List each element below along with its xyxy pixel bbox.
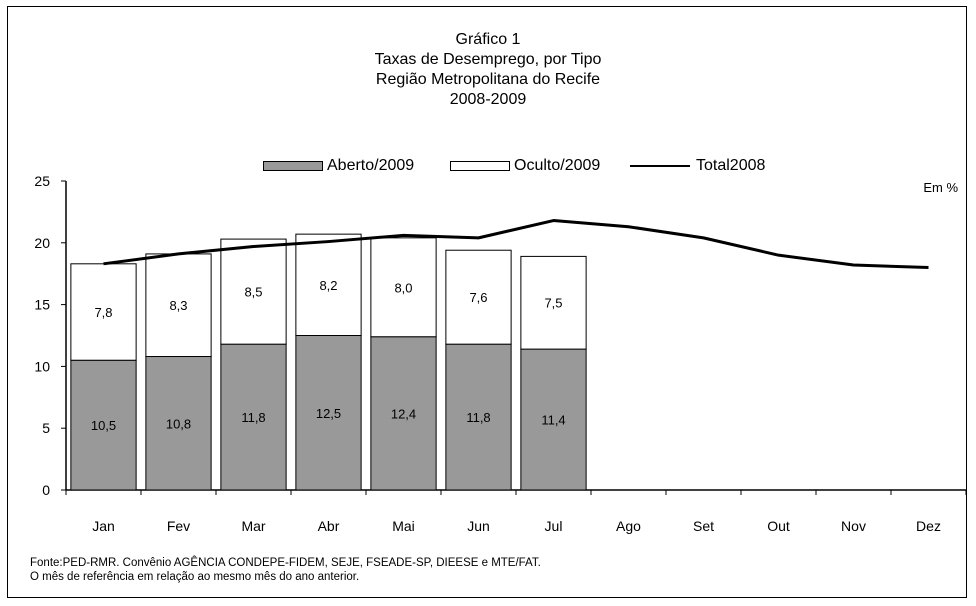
data-label-aberto: 10,5	[91, 418, 116, 433]
chart-title-line-1: Gráfico 1	[455, 31, 521, 48]
legend-swatch-oculto	[450, 161, 510, 171]
data-label-aberto: 10,8	[166, 416, 191, 431]
x-tick-label: Jun	[467, 518, 490, 534]
chart-title-line-2: Taxas de Desemprego, por Tipo	[374, 51, 602, 68]
x-tick-label: Mai	[392, 518, 415, 534]
legend-label-oculto: Oculto/2009	[514, 157, 601, 174]
x-tick-label: Jan	[92, 518, 115, 534]
bar-oculto	[445, 249, 512, 345]
series-line-total2008	[103, 219, 929, 270]
data-label-aberto: 11,8	[466, 410, 490, 425]
y-tick-label: 20	[34, 235, 50, 251]
x-tick-label: Nov	[841, 518, 866, 534]
x-tick-label: Mar	[241, 518, 265, 534]
x-tick-label: Fev	[167, 518, 190, 534]
bar-oculto	[520, 255, 587, 350]
unit-label: Em %	[923, 180, 958, 195]
data-label-aberto: 11,4	[541, 413, 565, 428]
chart-title-line-3: Região Metropolitana do Recife	[375, 71, 601, 88]
data-label-oculto: 7,6	[469, 290, 487, 305]
legend-label-total: Total2008	[696, 157, 766, 174]
chart-title-line-4: 2008-2009	[449, 91, 527, 108]
legend-label-aberto: Aberto/2009	[327, 157, 415, 174]
data-label-aberto: 12,5	[316, 406, 341, 421]
y-tick-label: 10	[34, 358, 50, 374]
legend-line-total	[630, 165, 690, 167]
x-tick-label: Out	[767, 518, 790, 534]
data-label-oculto: 8,0	[394, 280, 412, 295]
bar-oculto	[295, 233, 362, 336]
bar-aberto	[445, 343, 512, 491]
legend-item-oculto: Oculto/2009	[450, 154, 600, 178]
data-label-aberto: 12,4	[391, 406, 416, 421]
bar-aberto	[145, 356, 212, 491]
bar-aberto	[70, 359, 137, 491]
data-label-aberto: 11,8	[241, 410, 265, 425]
bar-oculto	[145, 253, 212, 358]
data-label-oculto: 7,8	[94, 305, 112, 320]
bar-oculto	[220, 238, 287, 345]
y-tick-label: 15	[34, 297, 50, 313]
y-tick-label: 0	[42, 482, 50, 498]
legend: Aberto/2009 Oculto/2009 Total2008	[0, 154, 976, 178]
bar-aberto	[370, 336, 437, 491]
source-line-2: O mês de referência em relação ao mesmo …	[30, 571, 360, 583]
y-tick-label: 5	[42, 420, 50, 436]
x-tick-label: Jul	[545, 518, 563, 534]
legend-swatch-aberto	[263, 161, 323, 171]
data-label-oculto: 8,2	[319, 278, 337, 293]
bar-oculto	[370, 237, 437, 338]
data-label-oculto: 7,5	[544, 296, 562, 311]
data-label-oculto: 8,5	[244, 285, 262, 300]
source-line-1: Fonte:PED-RMR. Convênio AGÊNCIA CONDEPE-…	[30, 557, 541, 569]
x-tick-label: Abr	[318, 518, 340, 534]
x-tick-label: Set	[693, 518, 714, 534]
y-tick-label: 25	[34, 173, 50, 189]
x-tick-label: Dez	[916, 518, 941, 534]
bar-aberto	[295, 335, 362, 491]
x-tick-label: Ago	[616, 518, 641, 534]
legend-item-total: Total2008	[630, 154, 765, 178]
legend-item-aberto: Aberto/2009	[263, 154, 414, 178]
bar-aberto	[520, 348, 587, 491]
bar-aberto	[220, 343, 287, 491]
data-label-oculto: 8,3	[169, 298, 187, 313]
source-note: Fonte:PED-RMR. Convênio AGÊNCIA CONDEPE-…	[30, 556, 541, 584]
